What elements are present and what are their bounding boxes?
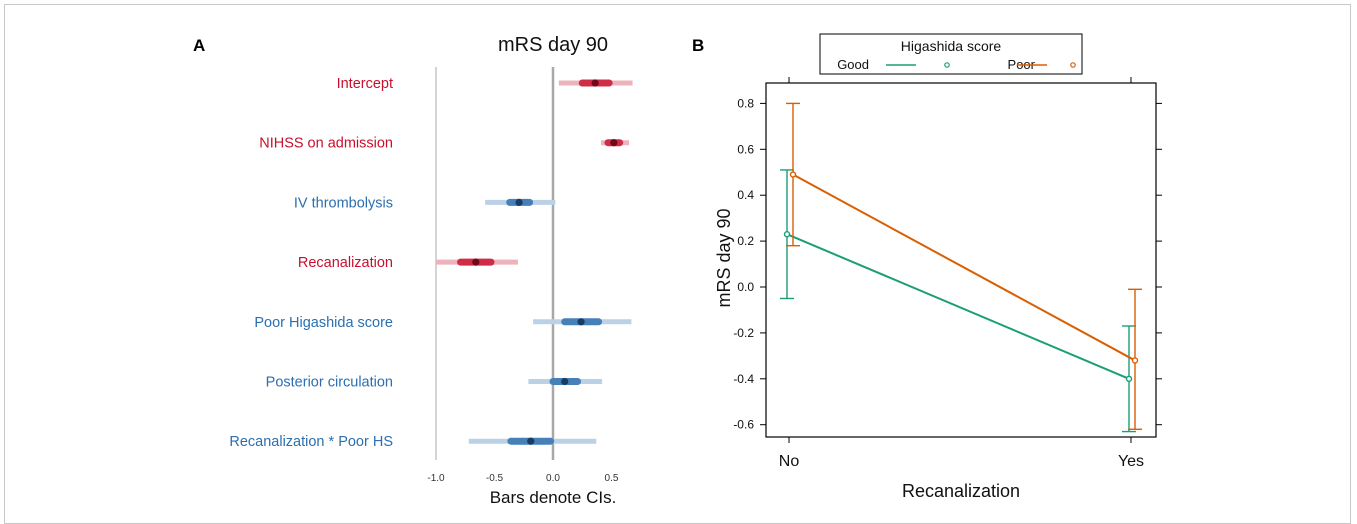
- row-label: Recanalization * Poor HS: [229, 434, 393, 450]
- legend-marker-good: [944, 62, 950, 68]
- y-tick-label: -0.2: [733, 326, 754, 340]
- panel-b-letter: B: [692, 36, 704, 55]
- data-point: [789, 171, 797, 178]
- row-label: Poor Higashida score: [254, 315, 393, 331]
- estimate-point: [591, 79, 599, 87]
- series-line-poor: [792, 173, 1136, 362]
- y-tick-label: 0.0: [737, 280, 754, 294]
- panel-a-letter: A: [193, 36, 205, 55]
- plot-frame: [765, 82, 1157, 438]
- row-label: Recanalization: [298, 255, 393, 271]
- y-tick-label: -0.4: [733, 372, 754, 386]
- legend-box: [819, 33, 1083, 75]
- y-tick-label: -0.6: [733, 418, 754, 432]
- y-axis-label: mRS day 90: [714, 208, 734, 307]
- estimate-point: [472, 258, 480, 266]
- x-axis-label: Recanalization: [902, 481, 1020, 501]
- estimate-point: [577, 318, 585, 326]
- estimate-point: [527, 437, 535, 445]
- x-category-label: Yes: [1118, 453, 1144, 470]
- legend-label-good: Good: [837, 57, 869, 72]
- row-label: NIHSS on admission: [259, 136, 393, 152]
- data-point: [1131, 357, 1139, 364]
- y-tick-label: 0.8: [737, 96, 754, 110]
- x-category-label: No: [779, 453, 800, 470]
- estimate-point: [561, 377, 569, 386]
- x-axis-label: Bars denote CIs.: [490, 488, 617, 507]
- x-tick-label: -0.5: [486, 473, 504, 484]
- panel-a-forest-plot: mRS day 90 Intercept NIHSS on admission IV …: [229, 34, 633, 507]
- y-tick-label: 0.6: [737, 142, 754, 156]
- estimate-point: [515, 198, 523, 206]
- x-tick-label: -1.0: [427, 473, 445, 484]
- legend-title: Higashida score: [901, 38, 1002, 54]
- x-tick-label: 0.0: [546, 473, 560, 484]
- row-label: Intercept: [337, 76, 393, 92]
- row-label: Posterior circulation: [266, 375, 393, 391]
- y-tick-label: 0.2: [737, 234, 754, 248]
- figure-svg: A B mRS day 90 Intercept NIHSS on admissio…: [193, 33, 1162, 507]
- row-label: IV thrombolysis: [294, 195, 393, 211]
- estimate-point: [610, 139, 618, 147]
- panel-b-interaction-plot: -0.6 -0.4 -0.2 0.0 0.2 0.4 0.6 0.8 No Yes Recanali…: [714, 33, 1162, 501]
- legend-marker-poor: [1070, 62, 1076, 68]
- data-point: [1125, 375, 1133, 382]
- panel-a-title: mRS day 90: [498, 34, 608, 56]
- series-line-good: [786, 233, 1130, 380]
- x-tick-label: 0.5: [605, 473, 619, 484]
- y-tick-label: 0.4: [737, 188, 754, 202]
- data-point: [783, 231, 791, 238]
